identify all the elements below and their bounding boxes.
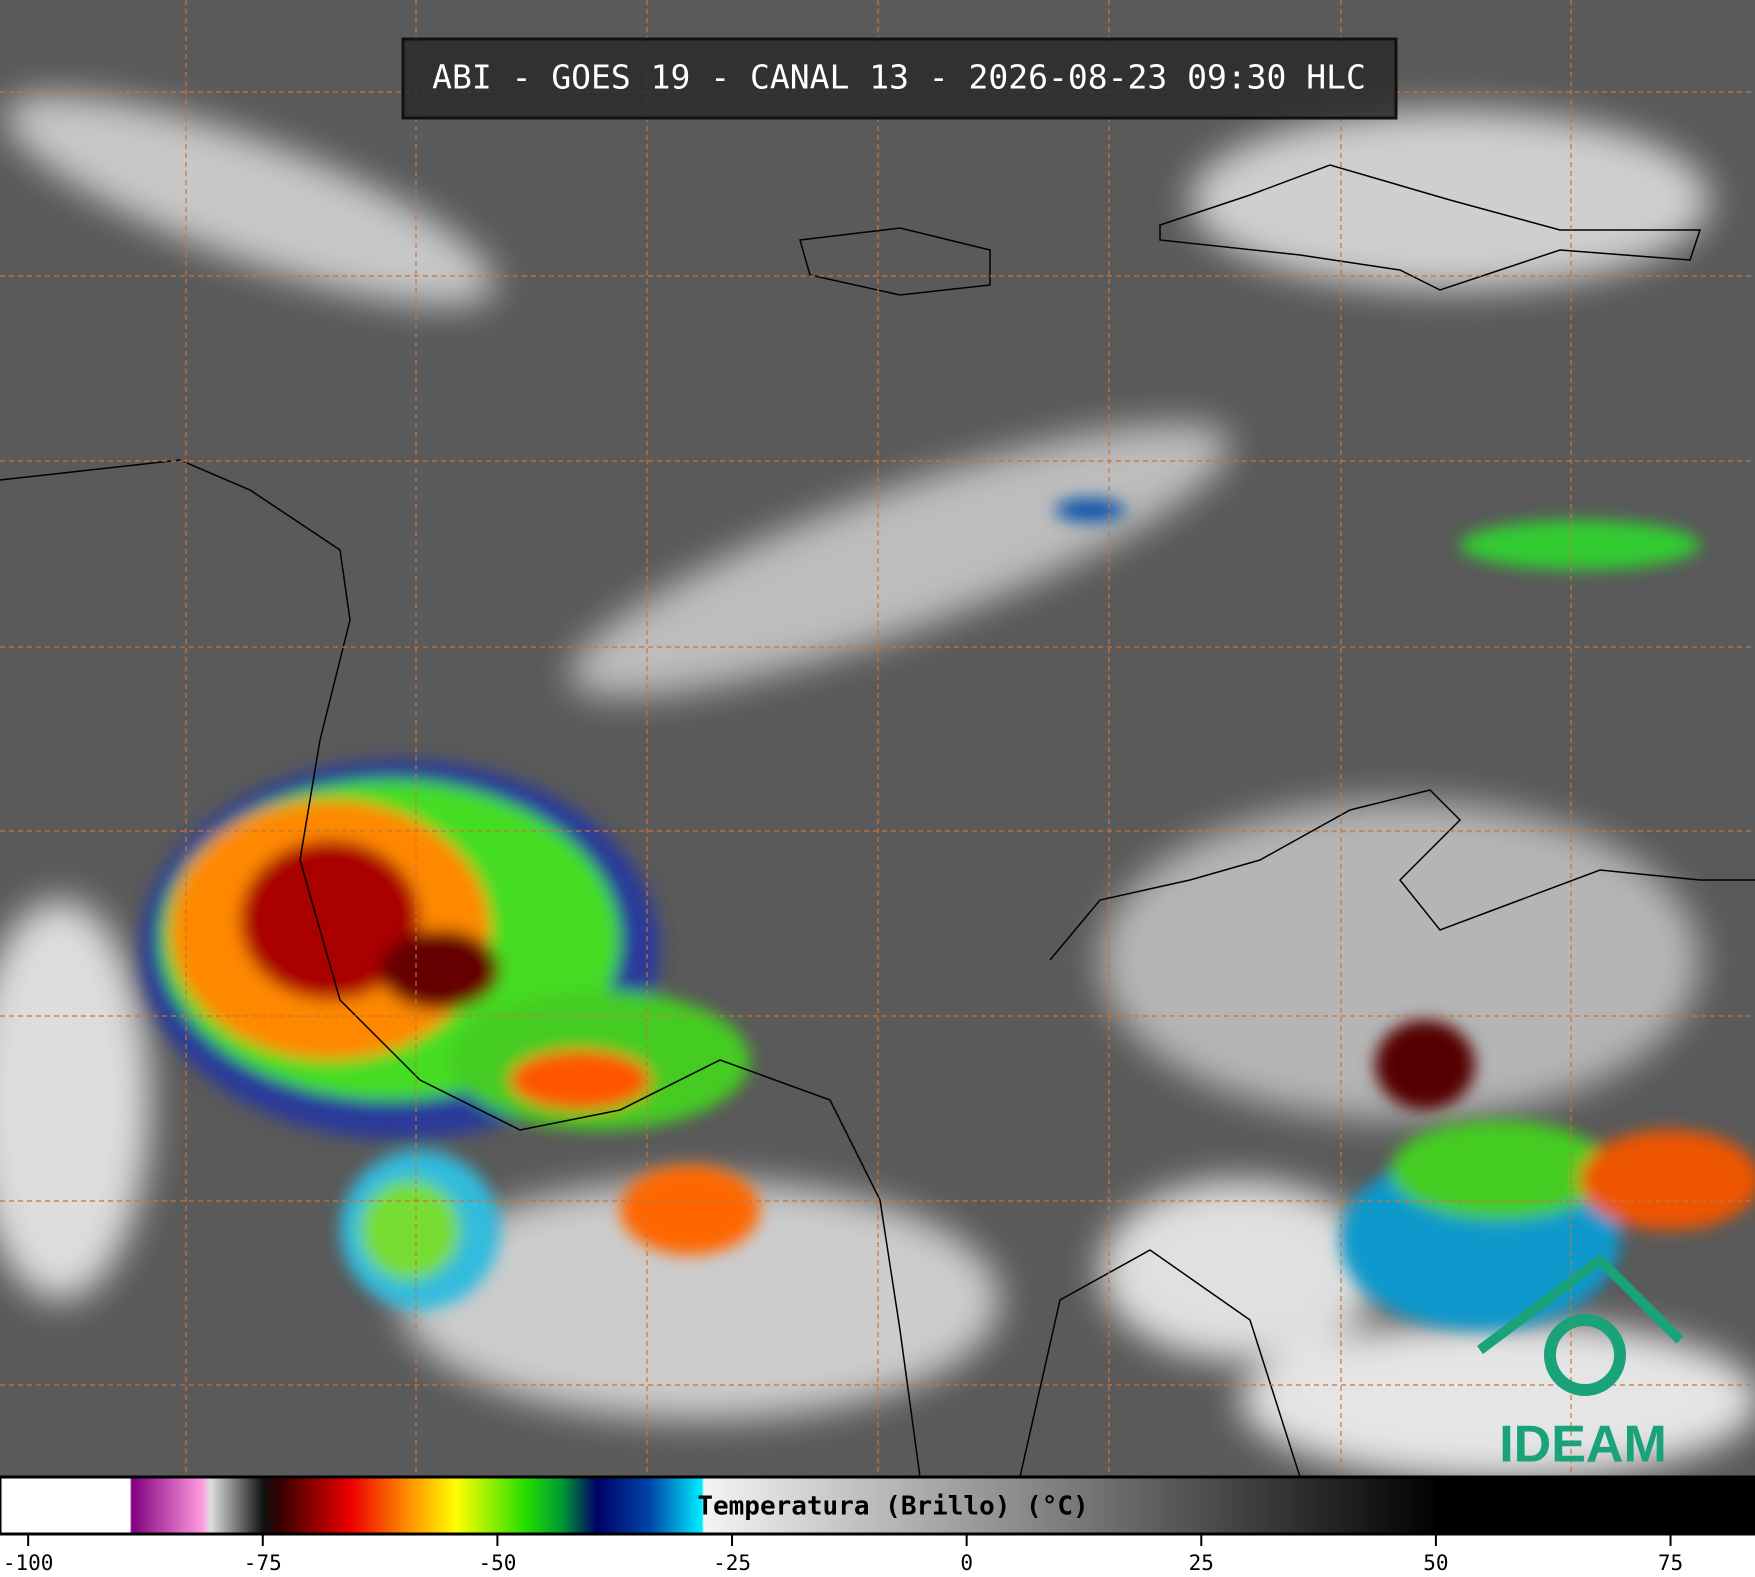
coastlines — [0, 164, 1755, 1478]
logo-text: IDEAM — [1499, 1416, 1667, 1474]
clouds — [0, 94, 1755, 1480]
colorbar — [0, 1475, 1755, 1536]
colorbar-tick-label: -50 — [478, 1551, 516, 1575]
logo-swirl — [1544, 1314, 1626, 1396]
title: ABI - GOES 19 - CANAL 13 - 2026-08-23 09… — [432, 58, 1366, 97]
logo-roof — [1477, 1253, 1684, 1354]
graticule — [0, 0, 1755, 1477]
colorbar-tick-label: 50 — [1423, 1551, 1448, 1575]
colorbar-tick-label: -100 — [3, 1551, 54, 1575]
logo: IDEAM — [1477, 1253, 1684, 1474]
colorbar-tick-label: -75 — [244, 1551, 282, 1575]
colorbar-tick-label: 0 — [960, 1551, 973, 1575]
colorbar-label: Temperatura (Brillo) (°C) — [697, 1492, 1088, 1522]
convection — [140, 498, 1755, 1330]
colorbar-tick-label: -25 — [713, 1551, 751, 1575]
colorbar-tick-label: 25 — [1189, 1551, 1214, 1575]
title-box — [401, 37, 1398, 120]
colorbar-tick-label: 75 — [1658, 1551, 1683, 1575]
